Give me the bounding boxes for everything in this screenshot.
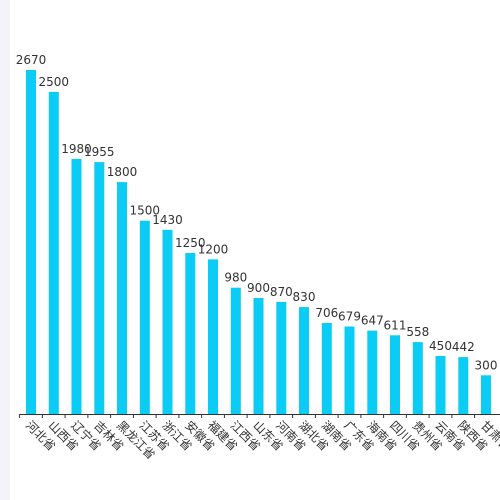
value-label-10: 900 bbox=[247, 281, 270, 295]
bar-3 bbox=[94, 162, 105, 414]
bar-19 bbox=[458, 357, 469, 414]
bar-6 bbox=[162, 229, 173, 414]
value-label-1: 2500 bbox=[39, 75, 70, 89]
value-label-17: 558 bbox=[406, 325, 429, 339]
value-label-13: 706 bbox=[315, 306, 338, 320]
value-label-12: 830 bbox=[293, 290, 316, 304]
bar-0 bbox=[26, 70, 36, 414]
value-label-3: 1955 bbox=[84, 145, 115, 159]
value-label-5: 1500 bbox=[130, 204, 161, 218]
value-label-11: 870 bbox=[270, 285, 293, 299]
value-label-20: 300 bbox=[475, 358, 498, 372]
bar-15 bbox=[367, 330, 378, 414]
value-label-6: 1430 bbox=[152, 213, 183, 227]
value-label-19: 442 bbox=[452, 340, 475, 354]
bar-20 bbox=[481, 375, 491, 414]
bar-12 bbox=[299, 307, 309, 414]
value-label-15: 647 bbox=[361, 314, 384, 328]
value-label-4: 1800 bbox=[107, 165, 138, 179]
bar-7 bbox=[185, 253, 196, 414]
bar-16 bbox=[390, 335, 400, 414]
bar-2 bbox=[71, 158, 82, 414]
bar-5 bbox=[139, 220, 150, 414]
bar-8 bbox=[208, 259, 218, 414]
value-label-7: 1250 bbox=[175, 236, 206, 250]
bar-17 bbox=[412, 342, 423, 414]
bar-13 bbox=[321, 323, 332, 414]
value-label-0: 2670 bbox=[16, 53, 47, 67]
bar-4 bbox=[117, 182, 127, 414]
bar-9 bbox=[230, 287, 241, 414]
value-label-18: 450 bbox=[429, 339, 452, 353]
left-edge-strip bbox=[0, 0, 10, 500]
value-label-14: 679 bbox=[338, 310, 361, 324]
bar-11 bbox=[276, 301, 287, 414]
bar-18 bbox=[435, 356, 446, 414]
value-label-8: 1200 bbox=[198, 242, 229, 256]
bar-14 bbox=[344, 326, 355, 414]
value-label-9: 980 bbox=[224, 271, 247, 285]
value-label-2: 1980 bbox=[61, 142, 92, 156]
bar-1 bbox=[48, 91, 59, 415]
value-label-16: 611 bbox=[384, 318, 407, 332]
bar-10 bbox=[253, 298, 264, 414]
